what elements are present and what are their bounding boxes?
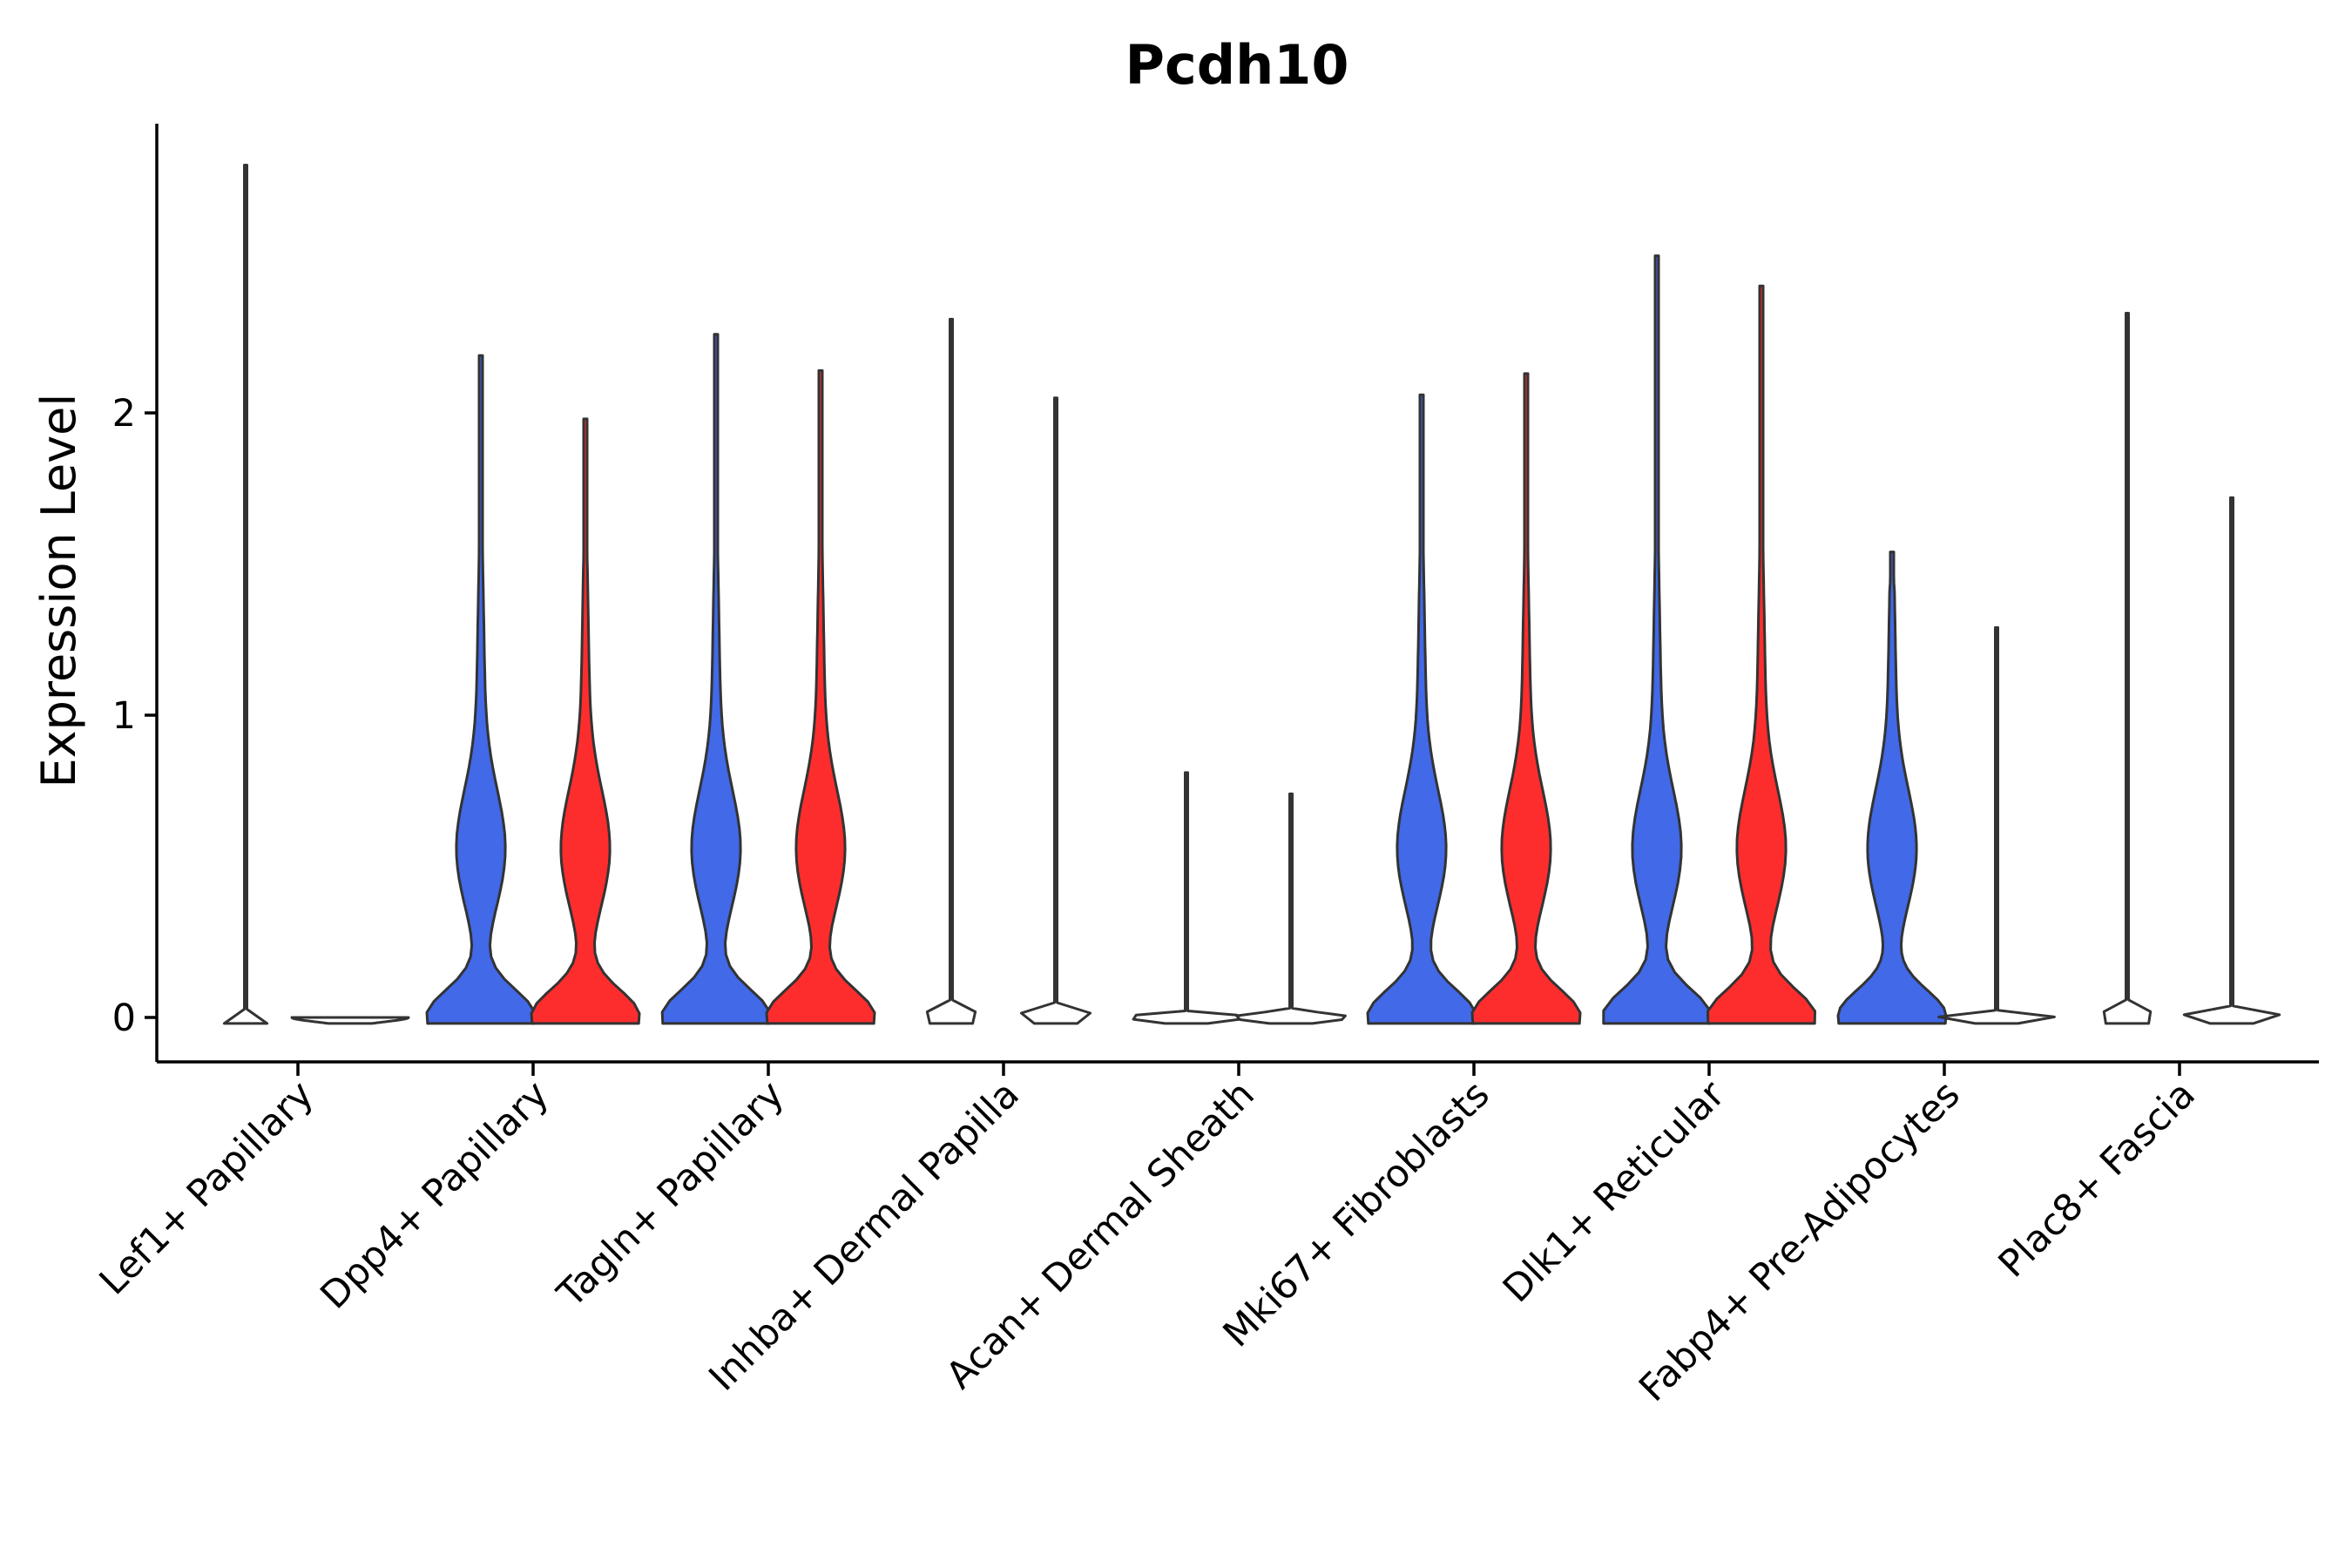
violin-dlk1-reticular-group2	[1707, 284, 1816, 1025]
x-tick-label-1: Dpp4+ Papillary	[313, 1072, 558, 1317]
x-tick-label-6: Dlk1+ Reticular	[1495, 1072, 1734, 1311]
x-tick-label-5: Mki67+ Fibroblasts	[1215, 1072, 1498, 1355]
x-tick-label-0: Lef1+ Papillary	[91, 1072, 322, 1303]
violin-lef1-papillary-group1	[222, 164, 269, 1025]
violin-mki67-fibroblasts-group1	[1366, 393, 1477, 1025]
violin-tagln-papillary-group2	[765, 368, 876, 1025]
violin-mki67-fibroblasts-group2	[1470, 372, 1582, 1025]
y-axis-label: Expression Level	[31, 394, 86, 788]
x-tick-label-2: Tagln+ Papillary	[549, 1072, 793, 1316]
violin-dlk1-reticular-group1	[1602, 254, 1712, 1025]
violin-plac8-fascia-group1	[2102, 312, 2153, 1025]
y-tick-label-1: 1	[112, 694, 136, 738]
violin-dpp4-papillary-group1	[425, 354, 537, 1025]
violin-fabp4-pre-adipocytes-group2	[1937, 625, 2056, 1025]
y-tick-label-2: 2	[112, 392, 136, 436]
violin-acan-dermal-sheath-group1	[1132, 771, 1241, 1025]
violin-lef1-papillary-group2	[290, 1016, 410, 1025]
violin-acan-dermal-sheath-group2	[1235, 792, 1347, 1025]
violin-tagln-papillary-group1	[660, 333, 772, 1025]
violin-fabp4-pre-adipocytes-group1	[1836, 551, 1948, 1025]
violin-inhba-dermal-papilla-group2	[1019, 396, 1092, 1025]
chart-title: Pcdh10	[1125, 33, 1349, 97]
x-tick-label-8: Plac8+ Fascia	[1990, 1072, 2204, 1286]
violin-inhba-dermal-papilla-group1	[925, 317, 977, 1025]
y-ticks: 0 1 2	[112, 392, 157, 1040]
y-tick-label-0: 0	[112, 997, 136, 1040]
plot-area	[222, 164, 2281, 1025]
violin-plac8-fascia-group2	[2182, 496, 2281, 1025]
violin-dpp4-papillary-group2	[530, 417, 641, 1025]
